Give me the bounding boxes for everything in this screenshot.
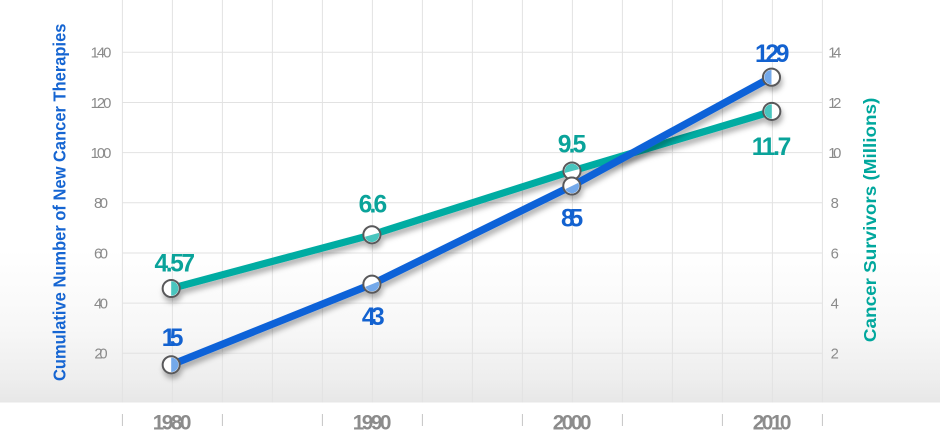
svg-text:85: 85 <box>561 205 583 232</box>
svg-text:140: 140 <box>91 46 112 62</box>
svg-text:6.6: 6.6 <box>359 192 388 219</box>
svg-text:4: 4 <box>831 297 839 313</box>
svg-text:12: 12 <box>828 96 841 112</box>
svg-text:15: 15 <box>162 325 184 352</box>
svg-text:1990: 1990 <box>353 412 392 433</box>
svg-text:43: 43 <box>362 304 385 331</box>
svg-text:20: 20 <box>94 347 107 363</box>
svg-text:10: 10 <box>828 146 841 162</box>
svg-text:2: 2 <box>831 347 839 363</box>
svg-text:40: 40 <box>94 297 108 313</box>
svg-text:Cumulative Number of New Cance: Cumulative Number of New Cancer Therapie… <box>49 23 69 381</box>
svg-text:60: 60 <box>94 246 108 262</box>
svg-text:100: 100 <box>91 146 112 162</box>
svg-text:14: 14 <box>828 46 841 62</box>
svg-text:2010: 2010 <box>753 412 792 433</box>
svg-text:6: 6 <box>831 246 839 262</box>
svg-text:80: 80 <box>94 196 108 212</box>
svg-text:9.5: 9.5 <box>558 131 587 158</box>
svg-text:129: 129 <box>755 41 789 68</box>
svg-text:8: 8 <box>831 196 839 212</box>
svg-text:4.57: 4.57 <box>155 250 196 277</box>
svg-text:Cancer Survivors (Millions): Cancer Survivors (Millions) <box>860 98 880 342</box>
svg-text:120: 120 <box>91 96 112 112</box>
svg-text:2000: 2000 <box>553 412 592 433</box>
svg-text:11.7: 11.7 <box>752 134 792 161</box>
svg-text:1980: 1980 <box>153 412 192 433</box>
